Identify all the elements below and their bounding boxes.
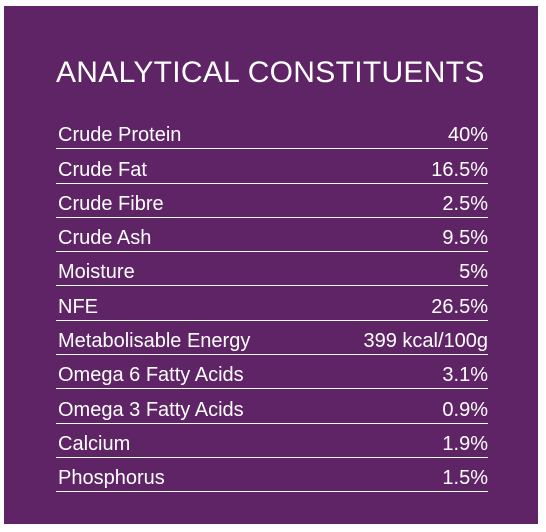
table-row: Omega 6 Fatty Acids 3.1% bbox=[56, 355, 488, 390]
row-label: Moisture bbox=[58, 261, 135, 284]
table-row: Metabolisable Energy 399 kcal/100g bbox=[56, 321, 488, 356]
table-row: Omega 3 Fatty Acids 0.9% bbox=[56, 389, 488, 424]
row-label: Crude Fibre bbox=[58, 192, 164, 215]
row-value: 399 kcal/100g bbox=[363, 330, 488, 353]
row-label: NFE bbox=[58, 295, 98, 318]
table-row: NFE 26.5% bbox=[56, 286, 488, 321]
row-label: Crude Ash bbox=[58, 227, 152, 250]
panel-title: ANALYTICAL CONSTITUENTS bbox=[56, 56, 485, 89]
row-value: 5% bbox=[459, 261, 488, 284]
row-value: 0.9% bbox=[442, 398, 488, 421]
table-row: Calcium 1.9% bbox=[56, 424, 488, 458]
table-row: Crude Fibre 2.5% bbox=[56, 184, 488, 218]
analytical-constituents-panel: ANALYTICAL CONSTITUENTS Crude Protein 40… bbox=[4, 6, 538, 524]
table-row: Phosphorus 1.5% bbox=[56, 458, 488, 493]
row-label: Omega 6 Fatty Acids bbox=[58, 364, 244, 387]
table-row: Crude Protein 40% bbox=[56, 115, 488, 150]
row-value: 2.5% bbox=[442, 192, 488, 215]
row-label: Omega 3 Fatty Acids bbox=[58, 398, 244, 421]
table-row: Crude Fat 16.5% bbox=[56, 149, 488, 184]
row-value: 16.5% bbox=[431, 158, 488, 181]
row-value: 3.1% bbox=[442, 364, 488, 387]
row-label: Crude Fat bbox=[58, 158, 147, 181]
row-value: 1.9% bbox=[442, 432, 488, 455]
row-value: 40% bbox=[447, 124, 488, 147]
table-row: Moisture 5% bbox=[56, 252, 488, 287]
row-label: Calcium bbox=[58, 432, 131, 455]
row-label: Metabolisable Energy bbox=[58, 330, 251, 353]
row-value: 1.5% bbox=[442, 467, 488, 490]
row-label: Crude Protein bbox=[58, 124, 182, 147]
constituents-table: Crude Protein 40% Crude Fat 16.5% Crude … bbox=[56, 115, 488, 493]
table-row: Crude Ash 9.5% bbox=[56, 218, 488, 253]
row-label: Phosphorus bbox=[58, 467, 165, 490]
row-value: 26.5% bbox=[431, 295, 488, 318]
row-value: 9.5% bbox=[442, 227, 488, 250]
